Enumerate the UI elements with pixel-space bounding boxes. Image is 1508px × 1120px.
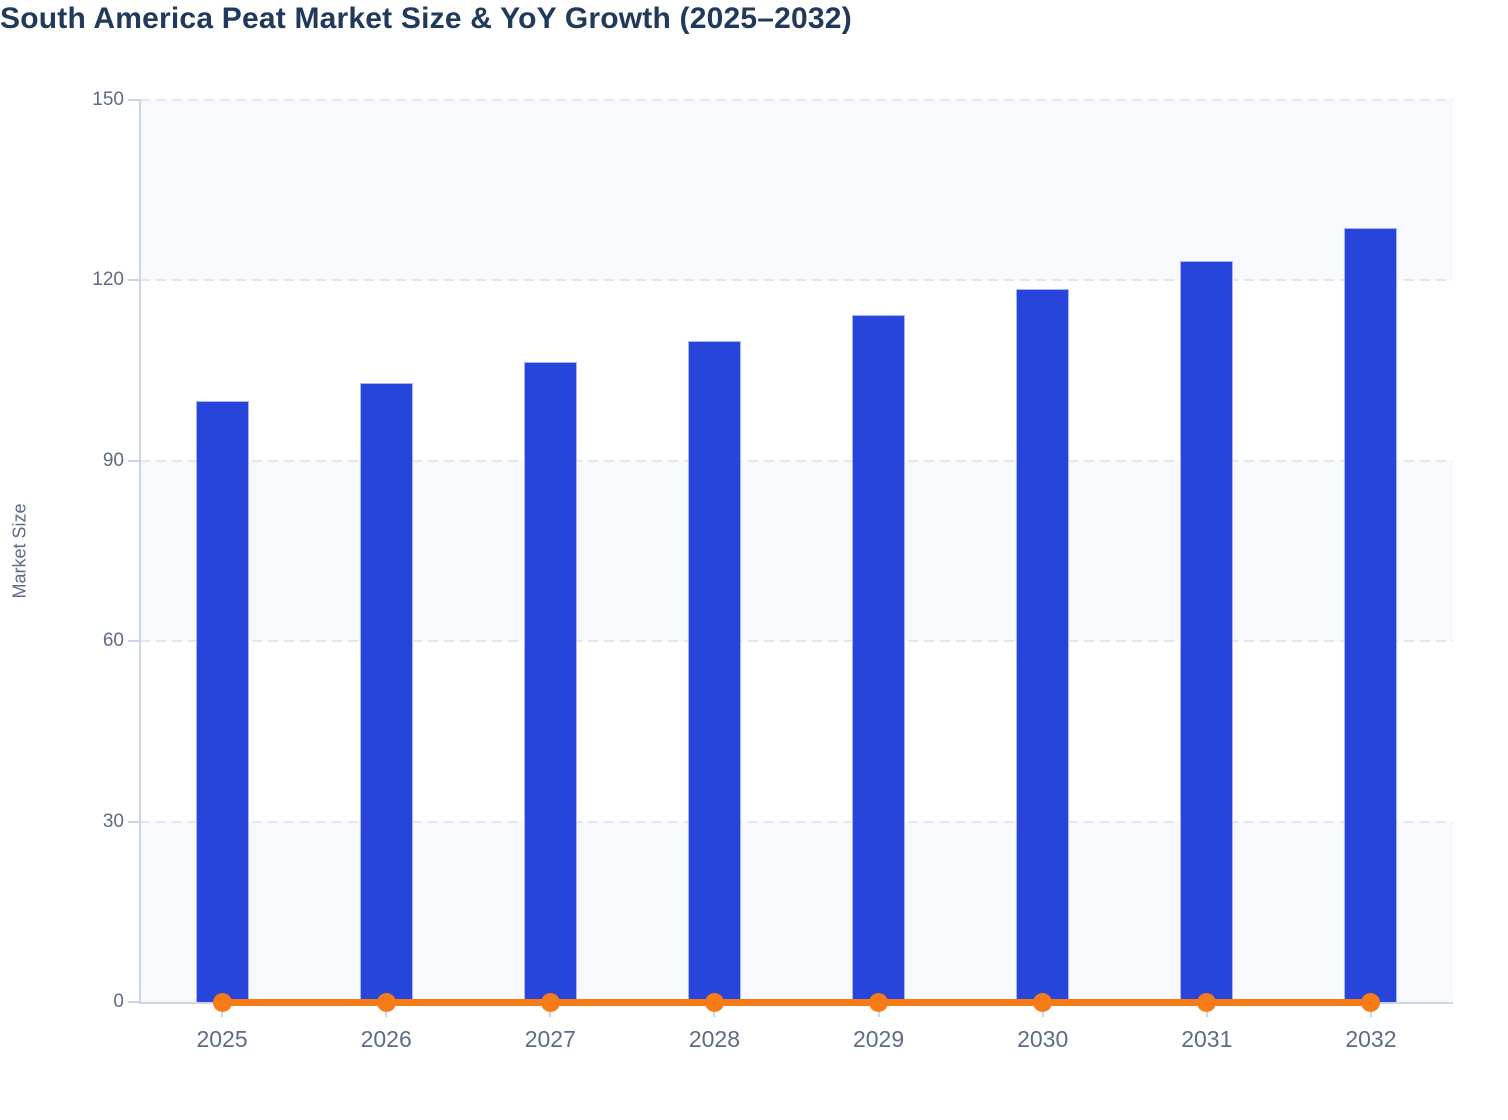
gridline xyxy=(140,459,1453,462)
y-axis-tick xyxy=(128,1001,140,1003)
y-axis-tick xyxy=(128,820,140,823)
line-marker-2032[interactable] xyxy=(1361,992,1381,1012)
gridline xyxy=(140,279,1453,282)
x-tick-label-2030: 2030 xyxy=(1017,1026,1069,1052)
y-axis-tick xyxy=(128,99,140,101)
line-marker-2025[interactable] xyxy=(212,992,232,1012)
y-tick-label: 30 xyxy=(102,810,124,832)
bar-2026[interactable] xyxy=(359,382,413,1002)
y-axis-tick xyxy=(128,459,140,462)
bar-2029[interactable] xyxy=(852,315,906,1002)
x-tick-label-2025: 2025 xyxy=(196,1026,248,1052)
gridline xyxy=(140,820,1453,823)
gridline xyxy=(140,99,1453,101)
y-tick-label: 120 xyxy=(92,269,124,291)
bar-2032[interactable] xyxy=(1344,228,1398,1002)
line-marker-2026[interactable] xyxy=(376,992,396,1012)
y-axis-title: Market Size xyxy=(9,503,30,599)
bar-2028[interactable] xyxy=(687,340,741,1002)
line-marker-2027[interactable] xyxy=(540,992,560,1012)
x-tick-label-2032: 2032 xyxy=(1345,1026,1397,1052)
bar-2025[interactable] xyxy=(195,400,249,1002)
plot-band xyxy=(140,460,1453,642)
x-tick-label-2029: 2029 xyxy=(852,1026,905,1052)
x-tick-label-2028: 2028 xyxy=(688,1026,741,1052)
y-tick-label: 150 xyxy=(92,89,124,110)
plot-band xyxy=(140,821,1453,1002)
line-marker-2030[interactable] xyxy=(1033,992,1053,1012)
y-tick-label: 60 xyxy=(102,630,124,652)
bar-2030[interactable] xyxy=(1016,288,1070,1002)
x-tick-label-2031: 2031 xyxy=(1181,1026,1233,1052)
y-axis-line xyxy=(139,100,141,1004)
y-axis-tick xyxy=(128,279,140,282)
bar-2027[interactable] xyxy=(523,361,577,1002)
bar-2031[interactable] xyxy=(1180,260,1234,1002)
y-tick-label: 90 xyxy=(102,449,124,471)
line-marker-2029[interactable] xyxy=(869,992,889,1012)
gridline xyxy=(140,640,1453,643)
plot-band xyxy=(140,100,1453,281)
y-axis-tick xyxy=(128,640,140,643)
line-marker-2031[interactable] xyxy=(1197,992,1217,1012)
x-tick-label-2026: 2026 xyxy=(360,1026,412,1052)
y-tick-label: 0 xyxy=(113,991,124,1012)
x-tick-label-2027: 2027 xyxy=(524,1026,576,1052)
yoy-growth-line[interactable] xyxy=(222,998,1371,1006)
line-marker-2028[interactable] xyxy=(704,992,724,1012)
chart-title: South America Peat Market Size & YoY Gro… xyxy=(0,2,852,35)
